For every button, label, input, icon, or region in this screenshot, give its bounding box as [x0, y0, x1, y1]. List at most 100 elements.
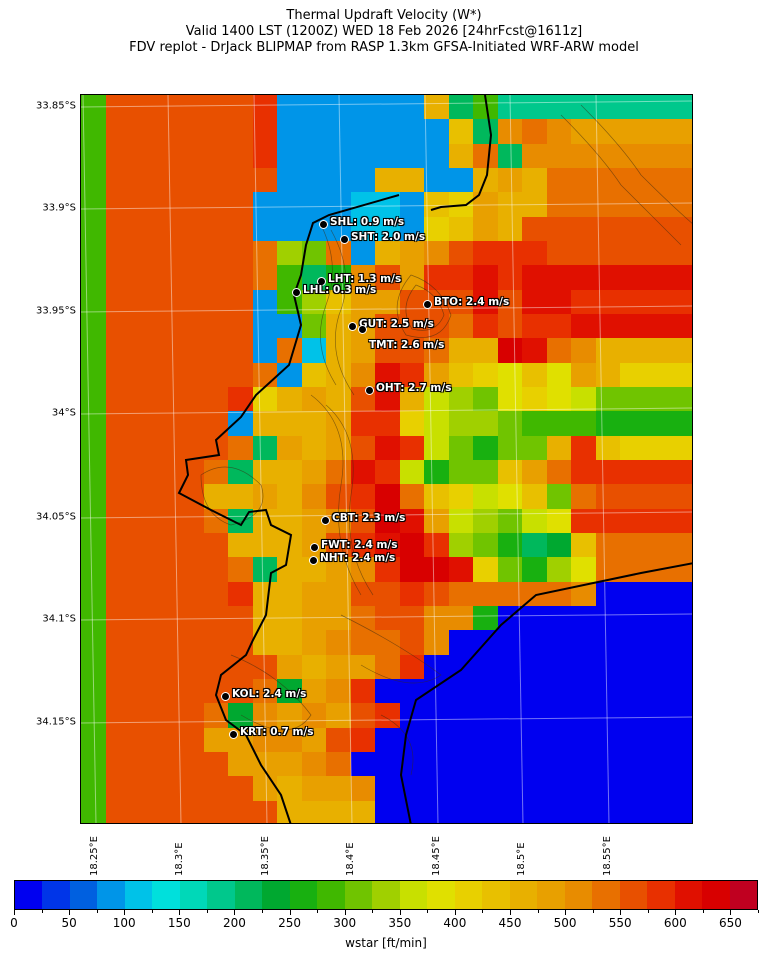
- heatmap-cell: [130, 508, 155, 533]
- heatmap-cell: [350, 727, 376, 752]
- heatmap-cell: [179, 167, 204, 193]
- heatmap-cell: [644, 727, 670, 752]
- heatmap-cell: [105, 776, 131, 801]
- heatmap-cell: [375, 216, 400, 241]
- heatmap-cell: [375, 459, 400, 485]
- heatmap-cell: [448, 313, 474, 339]
- heatmap-cell: [669, 119, 692, 144]
- heatmap-cell: [571, 800, 596, 823]
- heatmap-cell: [497, 800, 523, 823]
- heatmap-cell: [497, 703, 523, 728]
- heatmap-cell: [595, 581, 621, 606]
- heatmap-cell: [595, 386, 621, 412]
- colorbar-bin: [454, 881, 483, 909]
- colorbar-tick-label: 650: [718, 916, 742, 930]
- heatmap-cell: [497, 776, 523, 801]
- heatmap-cell: [497, 386, 523, 412]
- heatmap-cell: [301, 143, 327, 168]
- heatmap-cell: [644, 435, 670, 460]
- heatmap-cell: [644, 338, 670, 363]
- heatmap-cell: [571, 411, 596, 436]
- heatmap-cell: [669, 313, 692, 339]
- heatmap-cell: [571, 751, 596, 777]
- heatmap-cell: [326, 581, 351, 606]
- heatmap-cell: [448, 338, 474, 363]
- heatmap-cell: [644, 654, 670, 679]
- heatmap-cell: [620, 508, 645, 533]
- station-label: GUT: 2.5 m/s: [359, 318, 434, 330]
- heatmap-cell: [81, 508, 106, 533]
- colorbar-bin: [702, 881, 730, 909]
- heatmap-cell: [448, 484, 474, 509]
- heatmap-cell: [301, 630, 327, 655]
- heatmap-cell: [179, 776, 204, 801]
- heatmap-cell: [228, 265, 253, 290]
- heatmap-cell: [350, 362, 376, 387]
- heatmap-cell: [105, 581, 131, 606]
- heatmap-cell: [571, 459, 596, 485]
- heatmap-cell: [595, 532, 621, 558]
- heatmap-cell: [252, 581, 278, 606]
- colorbar-bin: [97, 881, 125, 909]
- heatmap-cell: [522, 240, 547, 266]
- heatmap-cell: [228, 192, 253, 217]
- heatmap-cell: [473, 289, 498, 314]
- heatmap-cell: [130, 751, 155, 777]
- heatmap-cell: [154, 386, 180, 412]
- heatmap-cell: [595, 313, 621, 339]
- heatmap-cell: [179, 435, 204, 460]
- heatmap-cell: [252, 313, 278, 339]
- heatmap-cell: [326, 338, 351, 363]
- heatmap-cell: [203, 776, 229, 801]
- heatmap-cell: [375, 630, 400, 655]
- heatmap-cell: [81, 143, 106, 168]
- heatmap-cell: [424, 776, 449, 801]
- heatmap-cell: [522, 313, 547, 339]
- heatmap-cell: [620, 654, 645, 679]
- heatmap-cell: [448, 386, 474, 412]
- heatmap-cell: [350, 95, 376, 120]
- heatmap-cell: [179, 362, 204, 387]
- heatmap-cell: [522, 678, 547, 704]
- heatmap-cell: [448, 216, 474, 241]
- heatmap-cell: [375, 119, 400, 144]
- heatmap-cell: [350, 435, 376, 460]
- heatmap-cell: [448, 289, 474, 314]
- heatmap-cell: [546, 605, 572, 631]
- heatmap-cell: [130, 289, 155, 314]
- heatmap-cell: [399, 581, 425, 606]
- heatmap-cell: [154, 459, 180, 485]
- heatmap-cell: [473, 751, 498, 777]
- station-label: FWT: 2.4 m/s: [321, 539, 398, 551]
- heatmap-cell: [546, 727, 572, 752]
- heatmap-cell: [179, 216, 204, 241]
- heatmap-cell: [595, 338, 621, 363]
- heatmap-cell: [669, 703, 692, 728]
- heatmap-cell: [399, 192, 425, 217]
- heatmap-cell: [326, 776, 351, 801]
- heatmap-cell: [277, 192, 302, 217]
- heatmap-cell: [179, 581, 204, 606]
- heatmap-cell: [546, 508, 572, 533]
- heatmap-cell: [473, 240, 498, 266]
- heatmap-cell: [350, 776, 376, 801]
- heatmap-cell: [644, 581, 670, 606]
- heatmap-cell: [644, 143, 670, 168]
- heatmap-cell: [326, 484, 351, 509]
- heatmap-cell: [154, 484, 180, 509]
- heatmap-cell: [154, 630, 180, 655]
- colorbar-bin: [124, 881, 153, 909]
- heatmap-cell: [497, 289, 523, 314]
- heatmap-cell: [301, 751, 327, 777]
- heatmap-cell: [81, 192, 106, 217]
- heatmap-cell: [326, 289, 351, 314]
- heatmap-cell: [105, 751, 131, 777]
- heatmap-cell: [424, 265, 449, 290]
- heatmap-cell: [620, 95, 645, 120]
- heatmap-cell: [375, 386, 400, 412]
- heatmap-cell: [473, 435, 498, 460]
- heatmap-cell: [620, 119, 645, 144]
- heatmap-cell: [497, 508, 523, 533]
- heatmap-cell: [522, 362, 547, 387]
- wstar-heatmap-grid: [81, 95, 692, 823]
